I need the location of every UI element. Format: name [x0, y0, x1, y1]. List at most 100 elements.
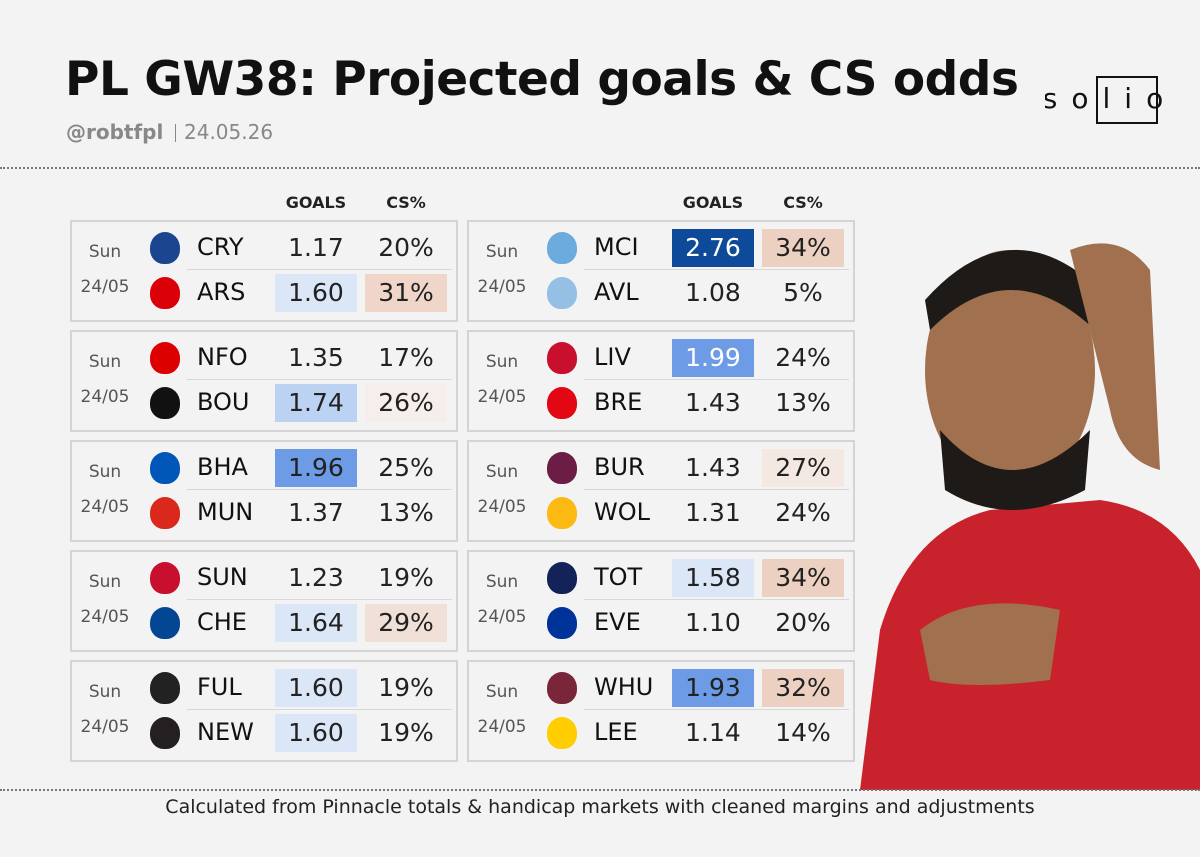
footnote: Calculated from Pinnacle totals & handic…	[165, 796, 1035, 818]
team-name: WHU	[594, 673, 654, 701]
team-logo	[150, 497, 180, 529]
goals-cell: 1.14	[685, 718, 741, 747]
team-name: AVL	[594, 278, 639, 306]
match-date: 24/05	[477, 607, 527, 627]
team-name: WOL	[594, 498, 650, 526]
goals-cell: 1.10	[685, 608, 741, 637]
team-logo	[547, 232, 577, 264]
team-logo	[150, 277, 180, 309]
cs-cell: 24%	[775, 498, 831, 527]
team-name: BUR	[594, 453, 645, 481]
handle: @robtfpl	[66, 120, 164, 144]
cs-cell: 27%	[762, 449, 844, 487]
team-name: NFO	[197, 343, 248, 371]
cs-cell: 34%	[762, 559, 844, 597]
match-day: Sun	[485, 682, 519, 702]
match-date: 24/05	[477, 387, 527, 407]
cs-cell: 17%	[378, 343, 434, 372]
team-logo	[150, 387, 180, 419]
team-name: SUN	[197, 563, 248, 591]
cs-cell: 19%	[378, 718, 434, 747]
team-logo	[150, 562, 180, 594]
team-name: ARS	[197, 278, 246, 306]
row-separator	[584, 379, 849, 380]
team-name: BOU	[197, 388, 250, 416]
goals-cell: 1.08	[685, 278, 741, 307]
match-date: 24/05	[80, 277, 130, 297]
match-block	[467, 330, 855, 432]
cs-cell: 31%	[365, 274, 447, 312]
divider-line	[0, 167, 1200, 169]
cs-cell: 20%	[378, 233, 434, 262]
column-header: GOALS	[285, 193, 347, 212]
match-date: 24/05	[477, 497, 527, 517]
match-day: Sun	[485, 572, 519, 592]
logo-text: solio	[1045, 82, 1175, 115]
goals-cell: 1.60	[275, 274, 357, 312]
cs-cell: 29%	[365, 604, 447, 642]
date: 24.05.26	[184, 120, 274, 144]
row-separator	[584, 489, 849, 490]
match-date: 24/05	[80, 387, 130, 407]
goals-cell: 1.60	[275, 669, 357, 707]
player-photo	[860, 243, 1200, 790]
team-logo	[150, 452, 180, 484]
match-day: Sun	[485, 242, 519, 262]
match-day: Sun	[485, 462, 519, 482]
match-date: 24/05	[80, 607, 130, 627]
team-name: CHE	[197, 608, 247, 636]
row-separator	[187, 269, 452, 270]
match-block	[70, 440, 458, 542]
cs-cell: 19%	[378, 673, 434, 702]
goals-cell: 1.43	[685, 388, 741, 417]
match-day: Sun	[88, 572, 122, 592]
column-header: CS%	[386, 193, 426, 212]
logo: solio	[1045, 76, 1175, 124]
team-logo	[547, 387, 577, 419]
logo-frame	[1096, 76, 1158, 124]
column-header: CS%	[783, 193, 823, 212]
goals-cell: 2.76	[672, 229, 754, 267]
divider	[175, 124, 176, 142]
cs-cell: 20%	[775, 608, 831, 637]
cs-cell: 19%	[378, 563, 434, 592]
match-day: Sun	[88, 352, 122, 372]
cs-cell: 13%	[775, 388, 831, 417]
match-day: Sun	[88, 682, 122, 702]
goals-cell: 1.58	[672, 559, 754, 597]
column-header: GOALS	[682, 193, 744, 212]
row-separator	[187, 489, 452, 490]
cs-cell: 14%	[775, 718, 831, 747]
team-logo	[547, 562, 577, 594]
goals-cell: 1.37	[288, 498, 344, 527]
cs-cell: 13%	[378, 498, 434, 527]
cs-cell: 34%	[762, 229, 844, 267]
match-date: 24/05	[80, 497, 130, 517]
row-separator	[584, 599, 849, 600]
goals-cell: 1.93	[672, 669, 754, 707]
team-logo	[547, 277, 577, 309]
team-logo	[547, 452, 577, 484]
team-logo	[150, 342, 180, 374]
team-logo	[150, 672, 180, 704]
row-separator	[187, 379, 452, 380]
goals-cell: 1.31	[685, 498, 741, 527]
team-name: EVE	[594, 608, 641, 636]
goals-cell: 1.43	[685, 453, 741, 482]
cs-cell: 24%	[775, 343, 831, 372]
team-name: LEE	[594, 718, 638, 746]
team-logo	[547, 497, 577, 529]
team-logo	[150, 232, 180, 264]
team-logo	[547, 342, 577, 374]
title: PL GW38: Projected goals & CS odds	[65, 52, 1019, 107]
match-date: 24/05	[477, 277, 527, 297]
team-name: LIV	[594, 343, 631, 371]
goals-cell: 1.17	[288, 233, 344, 262]
match-block	[70, 660, 458, 762]
match-date: 24/05	[80, 717, 130, 737]
goals-cell: 1.64	[275, 604, 357, 642]
team-logo	[547, 717, 577, 749]
team-name: BRE	[594, 388, 643, 416]
cs-cell: 32%	[762, 669, 844, 707]
